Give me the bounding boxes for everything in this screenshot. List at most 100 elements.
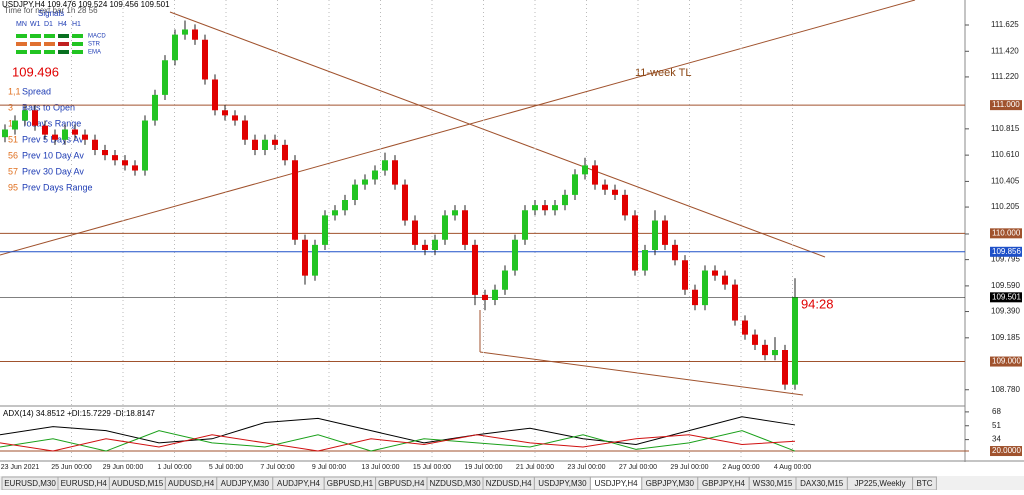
candle-body: [212, 79, 218, 111]
signal-row: MACD: [88, 34, 106, 40]
candle-body: [402, 184, 408, 221]
tab-label[interactable]: GBPUSD,H4: [378, 479, 425, 488]
x-tick-label: 23 Jun 2021: [1, 464, 40, 471]
candle-body: [142, 120, 148, 171]
tab-label[interactable]: NZDUSD,M30: [429, 479, 481, 488]
tab-label[interactable]: GBPUSD,H1: [327, 479, 374, 488]
y-tick-label: 109.390: [991, 307, 1020, 316]
candle-body: [782, 350, 788, 385]
y-tick-label: 111.220: [991, 72, 1019, 81]
tab-label[interactable]: EURUSD,H4: [61, 479, 108, 488]
y-tick-label: 110.610: [991, 150, 1020, 159]
candle-body: [592, 165, 598, 185]
trendline: [479, 351, 804, 396]
signal-frame: MN: [16, 21, 27, 28]
candle-body: [302, 239, 308, 276]
level-label: 109.856: [992, 247, 1021, 256]
x-tick-label: 9 Jul 00:00: [312, 464, 346, 471]
candle-body: [202, 39, 208, 80]
tab-label[interactable]: AUDJPY,M30: [221, 479, 270, 488]
candle-body: [222, 110, 228, 116]
info-value: 95: [8, 182, 18, 192]
tab-label[interactable]: GBPJPY,H4: [702, 479, 746, 488]
candle-body: [102, 150, 108, 156]
candle-body: [642, 250, 648, 271]
candle-body: [172, 34, 178, 61]
candle-body: [422, 244, 428, 250]
candle-body: [692, 289, 698, 306]
info-label: Spread: [22, 86, 51, 96]
tab-label[interactable]: USDJPY,M30: [538, 479, 587, 488]
tab-label[interactable]: GBPJPY,M30: [646, 479, 695, 488]
candle-body: [602, 184, 608, 190]
signal: [44, 42, 55, 46]
annotation: 11-week TL: [635, 67, 691, 79]
candle-body: [292, 160, 298, 240]
info-value: 1,1: [8, 86, 21, 96]
candle-body: [112, 155, 118, 161]
signal: [58, 42, 69, 46]
y-tick-label: 111.625: [991, 20, 1019, 29]
candle-body: [762, 344, 768, 356]
x-tick-label: 27 Jul 00:00: [619, 464, 657, 471]
signal: [58, 50, 69, 54]
candle-body: [392, 160, 398, 185]
candle-body: [542, 205, 548, 211]
info-value: 3: [8, 102, 13, 112]
tab-label[interactable]: AUDUSD,H4: [168, 479, 215, 488]
tab-label[interactable]: AUDJPY,H4: [277, 479, 321, 488]
candle-body: [502, 270, 508, 290]
candle-body: [92, 139, 98, 150]
candle-body: [412, 220, 418, 245]
tab-label[interactable]: USDJPY,H4: [595, 479, 639, 488]
x-tick-label: 21 Jul 00:00: [516, 464, 554, 471]
candle-body: [332, 210, 338, 216]
candle-body: [352, 184, 358, 200]
level-label: 109.501: [992, 292, 1021, 301]
candle-body: [452, 210, 458, 216]
x-tick-label: 25 Jun 00:00: [51, 464, 92, 471]
symbol-header: USDJPY,H4 109.476 109.524 109.456 109.50…: [2, 0, 170, 9]
signal: [44, 34, 55, 38]
candle-body: [632, 215, 638, 271]
indicator-line: [0, 430, 796, 452]
y-tick-label: 111.420: [991, 46, 1019, 55]
tab-label[interactable]: DAX30,M15: [800, 479, 844, 488]
tab-label[interactable]: JP225,Weekly: [855, 479, 906, 488]
candle-body: [152, 94, 158, 121]
level-box: [990, 292, 1022, 303]
info-value: 1: [8, 118, 13, 128]
candle-body: [2, 129, 8, 138]
tab-label[interactable]: AUDUSD,M15: [112, 479, 164, 488]
candle-body: [622, 194, 628, 216]
candle-body: [562, 194, 568, 206]
tab-label[interactable]: BTC: [917, 479, 933, 488]
signal: [30, 42, 41, 46]
info-value: 57: [8, 166, 18, 176]
indicator-tick-label: 34: [992, 435, 1001, 444]
x-tick-label: 2 Aug 00:00: [722, 464, 759, 471]
candle-body: [132, 165, 138, 171]
candle-body: [432, 239, 438, 250]
candle-body: [32, 110, 38, 126]
level-box: [990, 356, 1022, 367]
tab-label[interactable]: EURUSD,M30: [4, 479, 56, 488]
candle-body: [442, 215, 448, 240]
candle-body: [322, 215, 328, 245]
candle-body: [572, 174, 578, 195]
candle-body: [652, 220, 658, 250]
candle-body: [612, 189, 618, 195]
x-tick-label: 7 Jul 00:00: [260, 464, 294, 471]
candle-body: [582, 165, 588, 175]
indicator-line: [0, 416, 796, 446]
level-box: [990, 446, 1022, 457]
indicator-title: ADX(14) 34.8512 +DI:15.7229 -DI:18.8147: [3, 409, 155, 418]
tab-label[interactable]: NZDUSD,H4: [486, 479, 532, 488]
tab-label[interactable]: WS30,M15: [753, 479, 793, 488]
candle-body: [792, 297, 798, 385]
signal-grid: [16, 34, 83, 54]
signal-frame: H4: [58, 21, 67, 28]
signal: [58, 34, 69, 38]
candle-body: [472, 244, 478, 295]
candle-body: [242, 120, 248, 140]
